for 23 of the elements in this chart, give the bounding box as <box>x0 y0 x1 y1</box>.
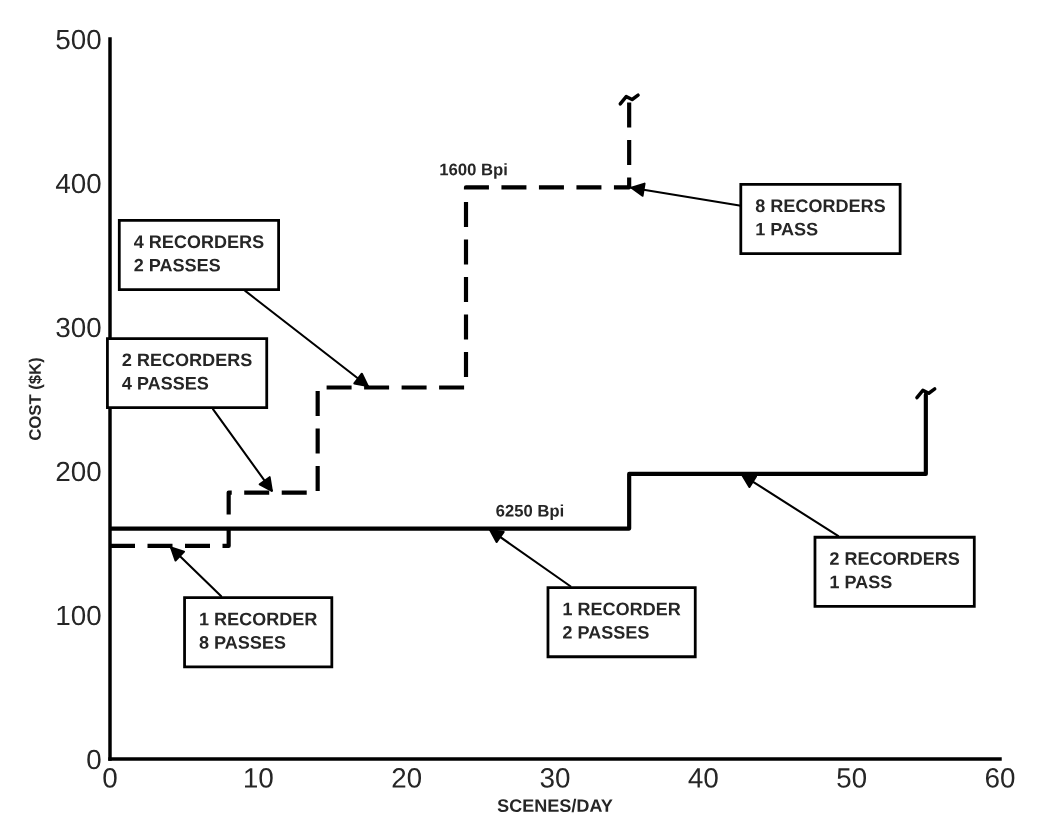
x-tick-label: 0 <box>103 768 117 788</box>
series-label: 1600 Bpi <box>440 163 507 179</box>
annotation: 4 RECORDERS 2 PASSES <box>134 235 264 272</box>
y-axis-title: COST ($K) <box>28 358 45 440</box>
y-tick-label: 200 <box>56 461 101 482</box>
x-tick-label: 40 <box>688 768 718 788</box>
series-label: 6250 Bpi <box>496 504 564 520</box>
y-tick-label: 300 <box>56 317 101 338</box>
y-tick-label: 100 <box>57 605 101 626</box>
x-axis-title: SCENES/DAY <box>497 798 613 813</box>
x-tick-label: 60 <box>985 768 1015 788</box>
annotation: 8 RECORDERS 1 PASS <box>755 199 885 236</box>
x-tick-label: 30 <box>540 768 570 788</box>
y-tick-label: 400 <box>55 173 101 194</box>
y-tick-label: 500 <box>56 29 101 50</box>
annotation: 1 RECORDER 2 PASSES <box>563 602 681 639</box>
x-tick-label: 50 <box>837 768 867 788</box>
annotation: 2 RECORDERS 4 PASSES <box>122 353 252 390</box>
y-tick-label: 0 <box>87 749 101 770</box>
annotation: 1 RECORDER 8 PASSES <box>199 612 318 649</box>
x-tick-label: 10 <box>245 768 273 788</box>
annotation: 2 RECORDERS 1 PASS <box>830 552 960 589</box>
x-tick-label: 20 <box>392 768 422 788</box>
